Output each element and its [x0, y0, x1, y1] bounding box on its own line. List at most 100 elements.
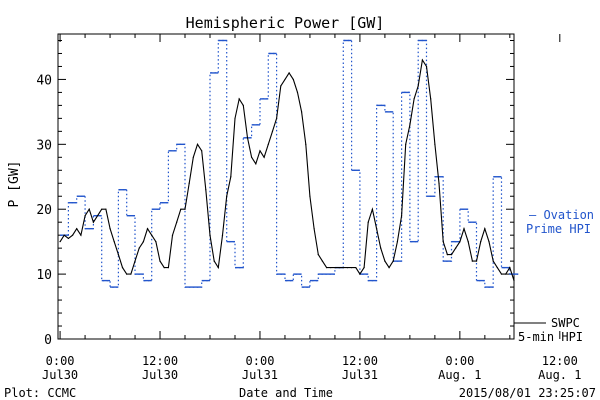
x-axis-ticks: 0:00Jul3012:00Jul300:00Jul3112:00Jul310:…: [42, 34, 581, 382]
swpc-point: [246, 137, 249, 139]
plot-credit: Plot: CCMC: [4, 386, 76, 400]
swpc-point: [130, 273, 132, 275]
swpc-point: [350, 267, 353, 269]
swpc-point: [388, 267, 390, 269]
swpc-point: [321, 260, 324, 262]
swpc-line: [59, 58, 515, 281]
swpc-point: [242, 104, 244, 106]
swpc-point: [380, 247, 382, 249]
swpc-point: [421, 59, 423, 61]
swpc-point: [230, 176, 232, 178]
swpc-point: [192, 156, 194, 158]
x-tick-date-label: Aug. 1: [438, 368, 481, 382]
x-tick-date-label: Jul31: [242, 368, 278, 382]
swpc-point: [138, 247, 140, 249]
swpc-point: [475, 260, 478, 262]
swpc-point: [284, 78, 286, 81]
swpc-point: [425, 65, 428, 68]
swpc-point: [188, 182, 190, 184]
legend-swpc-line2: 5-min HPI: [518, 330, 583, 344]
swpc-point: [467, 241, 469, 243]
swpc-point: [288, 72, 290, 74]
swpc-point: [500, 273, 503, 275]
x-tick-time-label: 0:00: [445, 354, 474, 368]
swpc-point: [134, 260, 136, 262]
swpc-point: [155, 241, 157, 243]
legend-swpc-line1: SWPC: [551, 316, 580, 330]
swpc-point: [296, 91, 299, 94]
swpc-point: [184, 208, 186, 210]
swpc-point: [450, 254, 453, 256]
swpc-point: [167, 267, 169, 269]
x-tick-date-label: Jul30: [42, 368, 78, 382]
swpc-point: [109, 228, 111, 230]
swpc-point: [67, 237, 70, 240]
x-tick-time-label: 0:00: [46, 354, 75, 368]
x-tick-time-label: 12:00: [342, 354, 378, 368]
swpc-point: [430, 98, 432, 100]
y-tick-label: 0: [44, 333, 52, 348]
swpc-point: [355, 267, 357, 269]
swpc-point: [455, 247, 457, 249]
swpc-point: [413, 98, 415, 100]
swpc-point: [105, 208, 107, 210]
swpc-point: [342, 267, 344, 269]
swpc-point: [113, 241, 115, 243]
swpc-point: [409, 124, 411, 126]
swpc-point: [121, 267, 124, 269]
swpc-point: [63, 234, 65, 236]
swpc-point: [459, 241, 461, 243]
swpc-point: [80, 234, 82, 236]
swpc-point: [84, 215, 86, 217]
swpc-point: [171, 234, 174, 236]
swpc-point: [417, 85, 419, 87]
swpc-point: [463, 228, 465, 230]
swpc-point: [159, 260, 161, 262]
swpc-point: [196, 143, 199, 145]
swpc-point: [301, 111, 303, 113]
y-tick-label: 20: [36, 203, 52, 218]
swpc-point: [359, 273, 361, 275]
swpc-point: [180, 208, 182, 210]
swpc-point: [209, 234, 211, 236]
swpc-point: [271, 130, 274, 132]
x-tick-time-label: 12:00: [142, 354, 178, 368]
swpc-point: [384, 260, 386, 262]
swpc-point: [205, 189, 207, 191]
swpc-point: [309, 195, 311, 197]
x-tick-date-label: Jul31: [342, 368, 378, 382]
swpc-point: [446, 254, 448, 256]
swpc-point: [276, 117, 278, 119]
y-tick-label: 40: [36, 73, 52, 88]
swpc-series: [59, 58, 515, 282]
swpc-point: [217, 267, 219, 269]
plot-frame: [57, 33, 515, 340]
swpc-point: [505, 273, 507, 275]
swpc-point: [226, 195, 228, 197]
swpc-point: [488, 241, 490, 243]
swpc-point: [438, 182, 440, 184]
swpc-point: [163, 267, 165, 269]
swpc-point: [317, 254, 319, 256]
swpc-point: [126, 273, 128, 275]
swpc-point: [496, 267, 498, 269]
swpc-point: [117, 254, 119, 256]
swpc-point: [367, 221, 369, 223]
swpc-point: [513, 279, 515, 282]
swpc-point: [238, 98, 240, 100]
swpc-point: [263, 156, 265, 158]
swpc-point: [396, 241, 398, 243]
x-tick-time-label: 0:00: [246, 354, 275, 368]
swpc-point: [405, 143, 407, 145]
legend-ovation-line1: — Ovation: [529, 208, 594, 222]
x-tick-time-label: 12:00: [542, 354, 578, 368]
legend-ovation-line2: Prime HPI: [526, 222, 591, 236]
ovation-step-line: [60, 39, 519, 288]
swpc-point: [363, 267, 365, 269]
y-tick-label: 30: [36, 138, 52, 153]
swpc-point: [471, 260, 473, 262]
swpc-point: [213, 260, 215, 262]
swpc-point: [251, 156, 253, 158]
y-tick-label: 10: [36, 268, 52, 283]
